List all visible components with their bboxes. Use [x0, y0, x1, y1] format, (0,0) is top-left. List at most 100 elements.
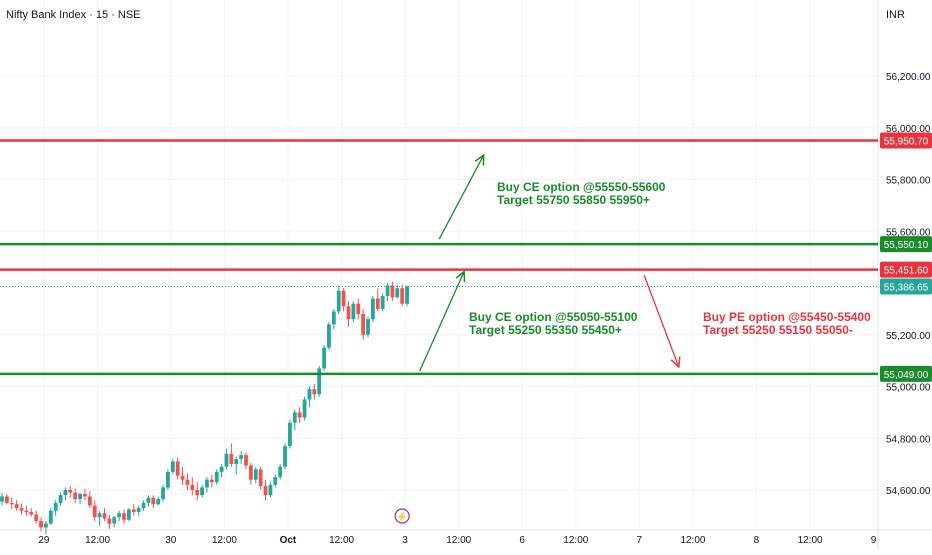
candle-body — [200, 487, 204, 496]
chart-title: Nifty Bank Index · 15 · NSE — [6, 9, 141, 21]
candle-body — [278, 466, 283, 478]
support-price-label: 55,550.10 — [884, 240, 929, 251]
candle-body — [141, 502, 146, 509]
candle-body — [58, 495, 63, 503]
y-tick-label: 55,600.00 — [886, 227, 931, 238]
trade-annotation: Buy CE option @55550-55600 Target 55750 5… — [497, 180, 666, 207]
x-tick-label: 9 — [871, 535, 877, 546]
candle-body — [263, 486, 268, 496]
last-price-label-bg — [880, 278, 932, 295]
resistance-price-label: 55,451.60 — [884, 266, 929, 277]
y-tick-label: 54,600.00 — [886, 486, 931, 497]
candle-body — [214, 471, 219, 483]
candle-body — [317, 368, 322, 395]
x-tick-label: 12:00 — [212, 535, 237, 546]
y-tick-label: 55,200.00 — [886, 331, 931, 342]
candle-body — [107, 518, 112, 524]
y-tick-label: 54,800.00 — [886, 434, 931, 445]
candle-body — [14, 504, 19, 509]
candle-body — [24, 510, 29, 512]
candle-body — [92, 505, 97, 518]
candle-body — [370, 298, 375, 320]
candle-body — [400, 288, 405, 304]
candle-body — [195, 490, 200, 496]
candle-body — [175, 461, 180, 476]
candle-body — [395, 288, 400, 298]
support-price-label-bg — [880, 236, 932, 253]
x-tick-label: 12:00 — [446, 535, 471, 546]
candle-body — [73, 492, 78, 500]
candle-body — [102, 513, 107, 519]
candle-body — [136, 508, 141, 512]
candle-body — [283, 446, 287, 467]
candle-body — [87, 496, 92, 506]
candle-body — [205, 479, 209, 488]
candle-body — [273, 477, 278, 485]
x-tick-label: 3 — [402, 535, 408, 546]
candle-body — [356, 303, 361, 315]
last-price-label: 55,386.65 — [884, 282, 929, 293]
candle-body — [219, 466, 224, 472]
candle-body — [234, 458, 239, 465]
trend-arrow — [643, 275, 678, 366]
candle-body — [161, 487, 165, 500]
candle-body — [297, 412, 302, 418]
annotation-line: Target 55250 55350 55450+ — [469, 323, 622, 337]
candle-body — [390, 285, 395, 298]
candle-body — [44, 523, 48, 528]
x-tick-label: 7 — [636, 535, 642, 546]
candle-body — [19, 508, 24, 511]
resistance-price-label: 55,950.70 — [884, 137, 929, 148]
candle-body — [83, 493, 87, 497]
y-tick-label: 56,200.00 — [886, 72, 931, 83]
candle-body — [151, 497, 156, 505]
candle-body — [224, 453, 229, 467]
candle-body — [244, 455, 248, 466]
candle-body — [190, 484, 195, 490]
x-tick-label: 12:00 — [680, 535, 705, 546]
event-marker-icon — [394, 508, 410, 524]
candle-body — [146, 497, 151, 503]
x-tick-label: 12:00 — [85, 535, 110, 546]
candle-body — [307, 389, 312, 400]
candle-body — [185, 479, 190, 485]
candle-body — [122, 513, 126, 520]
candle-body — [126, 509, 131, 520]
currency-label: INR — [886, 9, 905, 21]
candle-body — [68, 490, 73, 493]
candle-body — [29, 511, 34, 515]
candle-body — [180, 475, 185, 480]
candle-body — [48, 510, 53, 524]
candle-body — [63, 490, 68, 496]
candle-body — [351, 303, 356, 320]
event-marker-glyph: ⚡ — [396, 510, 408, 523]
y-tick-label: 55,000.00 — [886, 383, 931, 394]
candle-body — [385, 285, 390, 296]
resistance-price-label-bg — [880, 132, 932, 149]
y-tick-label: 55,800.00 — [886, 176, 931, 187]
x-tick-label: 12:00 — [798, 535, 823, 546]
candle-body — [336, 290, 341, 312]
candle-body — [78, 493, 82, 500]
x-tick-label: 6 — [519, 535, 525, 546]
x-tick-label: 30 — [165, 535, 177, 546]
candle-body — [346, 306, 351, 320]
trade-annotation: Buy CE option @55050-55100 Target 55250 5… — [469, 310, 638, 337]
support-price-label: 55,049.00 — [884, 370, 929, 381]
candle-body — [366, 319, 370, 335]
candle-body — [331, 311, 336, 325]
x-tick-label: 8 — [754, 535, 760, 546]
trade-annotation: Buy PE option @55450-55400 Target 55250 5… — [703, 310, 871, 337]
x-tick-label: 12:00 — [563, 535, 588, 546]
candle-body — [292, 412, 297, 423]
trend-arrow — [438, 156, 483, 240]
candle-body — [131, 509, 136, 512]
candle-body — [322, 347, 326, 369]
annotation-line: Target 55250 55150 55050- — [703, 323, 853, 337]
candle-body — [239, 455, 244, 459]
candle-body — [375, 298, 380, 309]
candle-body — [34, 514, 39, 522]
candle-body — [302, 399, 307, 418]
candle-body — [405, 286, 409, 304]
